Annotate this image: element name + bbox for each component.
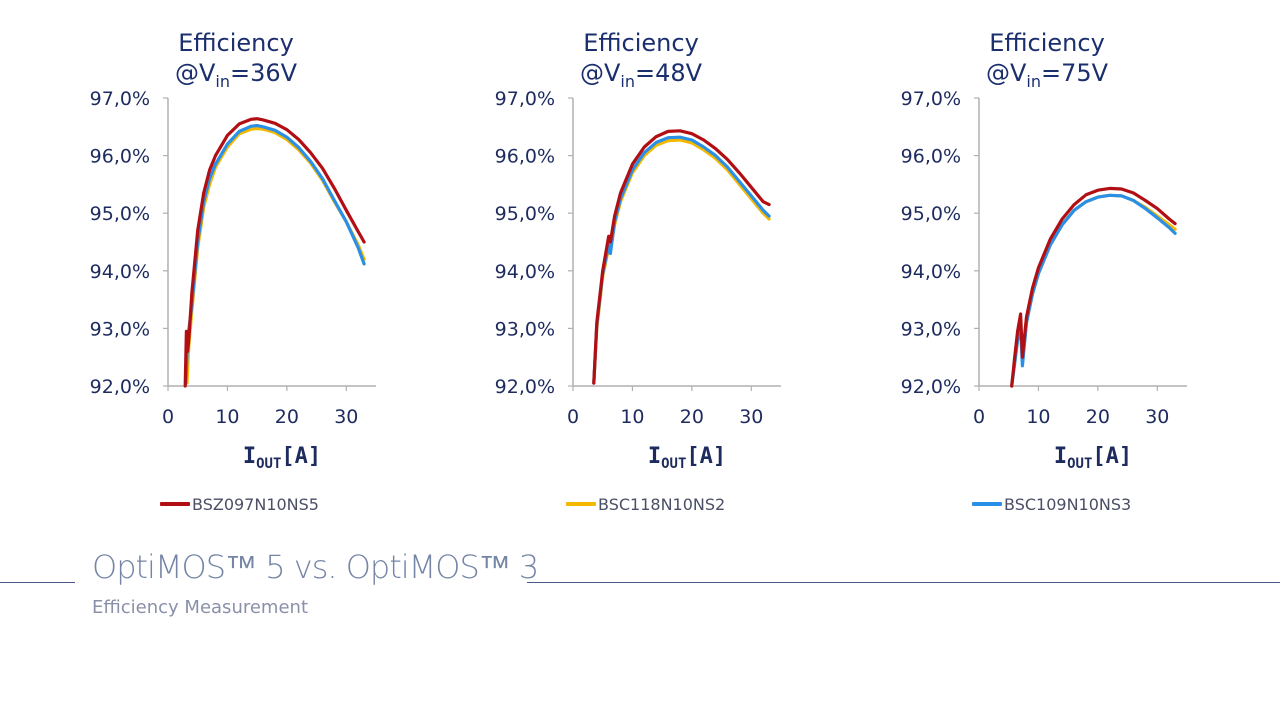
y-tick-label: 93,0% [90, 318, 150, 340]
y-tick-label: 92,0% [901, 376, 961, 398]
x-tick-label: 10 [215, 406, 239, 428]
y-tick-label: 97,0% [495, 88, 555, 110]
series-line-bsc109n10ns3 [184, 124, 366, 385]
series-line-bsz097n10ns5 [592, 129, 771, 385]
series-line-bsc109n10ns3 [592, 135, 771, 385]
y-tick-label: 96,0% [495, 146, 555, 168]
y-tick-label: 95,0% [495, 203, 555, 225]
y-tick-label: 95,0% [901, 203, 961, 225]
chart-title-text: Efficiency [583, 29, 699, 57]
x-tick-label: 30 [739, 406, 763, 428]
charts-area: Efficiency @Vin=36V Efficiency @Vin=48V … [90, 28, 1187, 472]
y-tick-label: 97,0% [901, 88, 961, 110]
chart-subtitle: @Vin=36V [174, 59, 298, 91]
y-tick-label: 93,0% [495, 318, 555, 340]
y-tick-label: 93,0% [901, 318, 961, 340]
efficiency-chart-75v: 92,0% 93,0% 94,0% 95,0% 96,0% 97,0% 0 10 20 30 IOU… [901, 88, 1187, 472]
series-line-bsz097n10ns5 [183, 117, 366, 388]
x-tick-label: 0 [973, 406, 985, 428]
y-tick-label: 96,0% [901, 146, 961, 168]
x-tick-label: 20 [275, 406, 299, 428]
chart-title-75v: Efficiency @Vin=75V [917, 28, 1177, 91]
legend-label: BSZ097N10NS5 [192, 494, 319, 514]
series-line-bsc109n10ns3 [1010, 193, 1177, 388]
x-axis-label: IOUT[A] [243, 444, 321, 472]
legend-item-bsc109: BSC109N10NS3 [972, 494, 1131, 514]
chart-subtitle: @Vin=48V [579, 59, 703, 91]
legend-swatch [972, 502, 1002, 506]
series-line-bsc118n10ns2 [1010, 193, 1177, 388]
chart-title-36v: Efficiency @Vin=36V [106, 28, 366, 91]
chart-subtitle: @Vin=75V [985, 59, 1109, 91]
x-axis-label: IOUT[A] [648, 444, 726, 472]
legend-swatch [566, 502, 596, 506]
y-tick-label: 92,0% [495, 376, 555, 398]
x-tick-label: 0 [567, 406, 579, 428]
legend-swatch [160, 502, 190, 506]
x-tick-label: 0 [162, 406, 174, 428]
footer-rule-right [527, 582, 1280, 583]
chart-title-48v: Efficiency @Vin=48V [511, 28, 771, 91]
legend-label: BSC109N10NS3 [1004, 494, 1132, 514]
y-tick-label: 95,0% [90, 203, 150, 225]
x-axis-label: IOUT[A] [1054, 444, 1132, 472]
y-tick-label: 94,0% [901, 261, 961, 283]
legend-label: BSC118N10NS2 [598, 494, 726, 514]
chart-title-text: Efficiency [989, 29, 1105, 57]
x-tick-label: 10 [1026, 406, 1050, 428]
footer-rule-left [0, 582, 75, 583]
series-line-bsz097n10ns5 [1010, 186, 1177, 388]
x-tick-label: 20 [1086, 406, 1110, 428]
efficiency-chart-36v: 92,0% 93,0% 94,0% 95,0% 96,0% 97,0% 0 10 20 30 IOU… [90, 88, 376, 472]
y-tick-label: 97,0% [90, 88, 150, 110]
y-tick-label: 92,0% [90, 376, 150, 398]
efficiency-chart-48v: 92,0% 93,0% 94,0% 95,0% 96,0% 97,0% 0 10 20 30 IOU… [495, 88, 781, 472]
x-tick-label: 20 [680, 406, 704, 428]
slide-subtitle: Efficiency Measurement [92, 597, 308, 618]
y-tick-label: 94,0% [495, 261, 555, 283]
x-tick-label: 10 [620, 406, 644, 428]
legend-item-bsz097: BSZ097N10NS5 [160, 494, 319, 514]
y-tick-label: 94,0% [90, 261, 150, 283]
x-tick-label: 30 [1145, 406, 1169, 428]
chart-title-text: Efficiency [178, 29, 294, 57]
y-tick-label: 96,0% [90, 146, 150, 168]
slide-title: OptiMOS™ 5 vs. OptiMOS™ 3 [92, 548, 539, 586]
legend-item-bsc118: BSC118N10NS2 [566, 494, 725, 514]
x-tick-label: 30 [334, 406, 358, 428]
